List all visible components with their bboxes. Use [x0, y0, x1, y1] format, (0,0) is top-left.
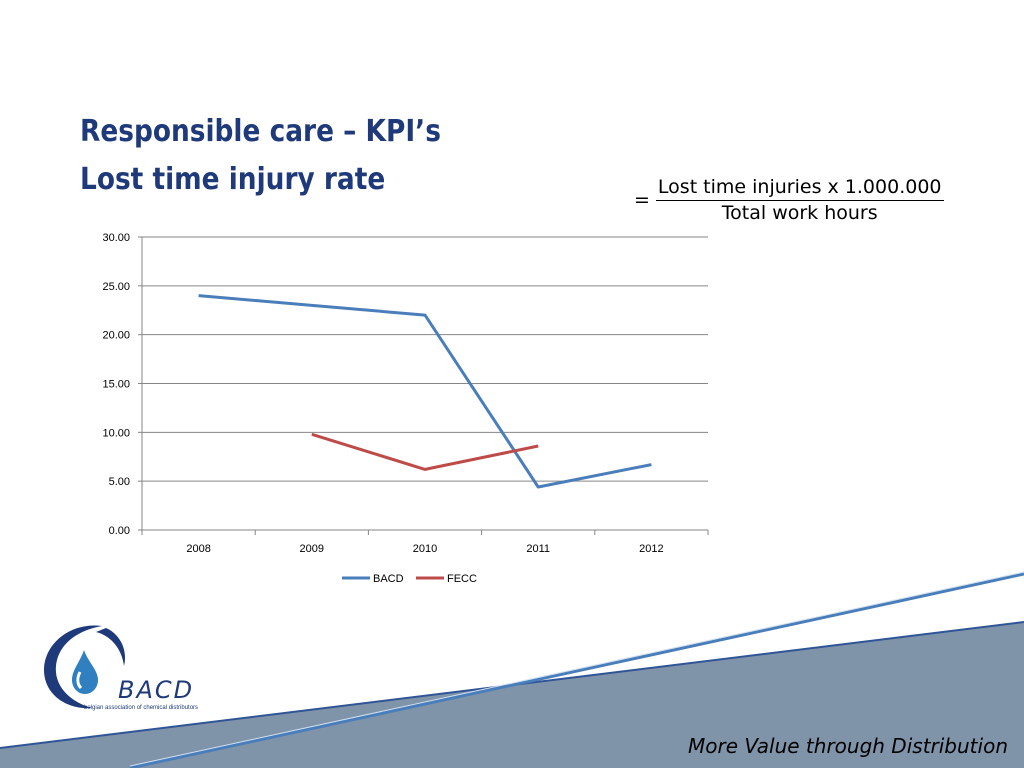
- footer-accent-line-light: [129, 571, 1024, 767]
- lost-time-injury-formula: = Lost time injuries x 1.000.000 Total w…: [634, 176, 944, 224]
- logo-droplet-icon: [72, 650, 98, 694]
- logo-swirl-icon: [44, 625, 102, 709]
- y-tick-label: 15.00: [102, 379, 130, 391]
- x-tick-label: 2011: [526, 543, 550, 555]
- formula-numerator: Lost time injuries x 1.000.000: [655, 176, 944, 201]
- y-tick-label: 10.00: [102, 427, 130, 439]
- formula-equals-sign: =: [634, 189, 650, 211]
- x-tick-label: 2008: [186, 543, 210, 555]
- formula-fraction: Lost time injuries x 1.000.000 Total wor…: [655, 176, 944, 224]
- y-tick-label: 0.00: [109, 525, 130, 537]
- series-line-fecc: [311, 432, 539, 471]
- slide-title-line-1: Responsible care – KPI’s: [80, 114, 441, 149]
- y-tick-label: 20.00: [102, 330, 130, 342]
- logo-wordmark: BACD: [118, 676, 195, 704]
- formula-denominator: Total work hours: [721, 202, 878, 224]
- y-tick-label: 25.00: [102, 281, 130, 293]
- y-tick-label: 5.00: [109, 476, 130, 488]
- slide-title-line-2: Lost time injury rate: [80, 162, 386, 197]
- series-line-bacd: [198, 294, 652, 489]
- footer-slogan: More Value through Distribution: [688, 734, 1008, 758]
- legend-label-bacd: BACD: [373, 573, 404, 585]
- logo-droplet-highlight-icon: [76, 671, 83, 690]
- y-tick-label: 30.00: [102, 232, 130, 244]
- x-tick-label: 2012: [639, 543, 663, 555]
- legend-label-fecc: FECC: [447, 573, 477, 585]
- slide-title: Responsible care – KPI’s Lost time injur…: [80, 108, 441, 204]
- x-tick-label: 2009: [300, 543, 324, 555]
- logo-tagline: belgian association of chemical distribu…: [84, 705, 199, 711]
- logo-swirl-inner-icon: [96, 628, 126, 666]
- footer-accent-line: [129, 572, 1024, 768]
- footer-band: [0, 622, 1024, 768]
- bacd-logo: [44, 625, 126, 709]
- x-tick-label: 2010: [413, 543, 437, 555]
